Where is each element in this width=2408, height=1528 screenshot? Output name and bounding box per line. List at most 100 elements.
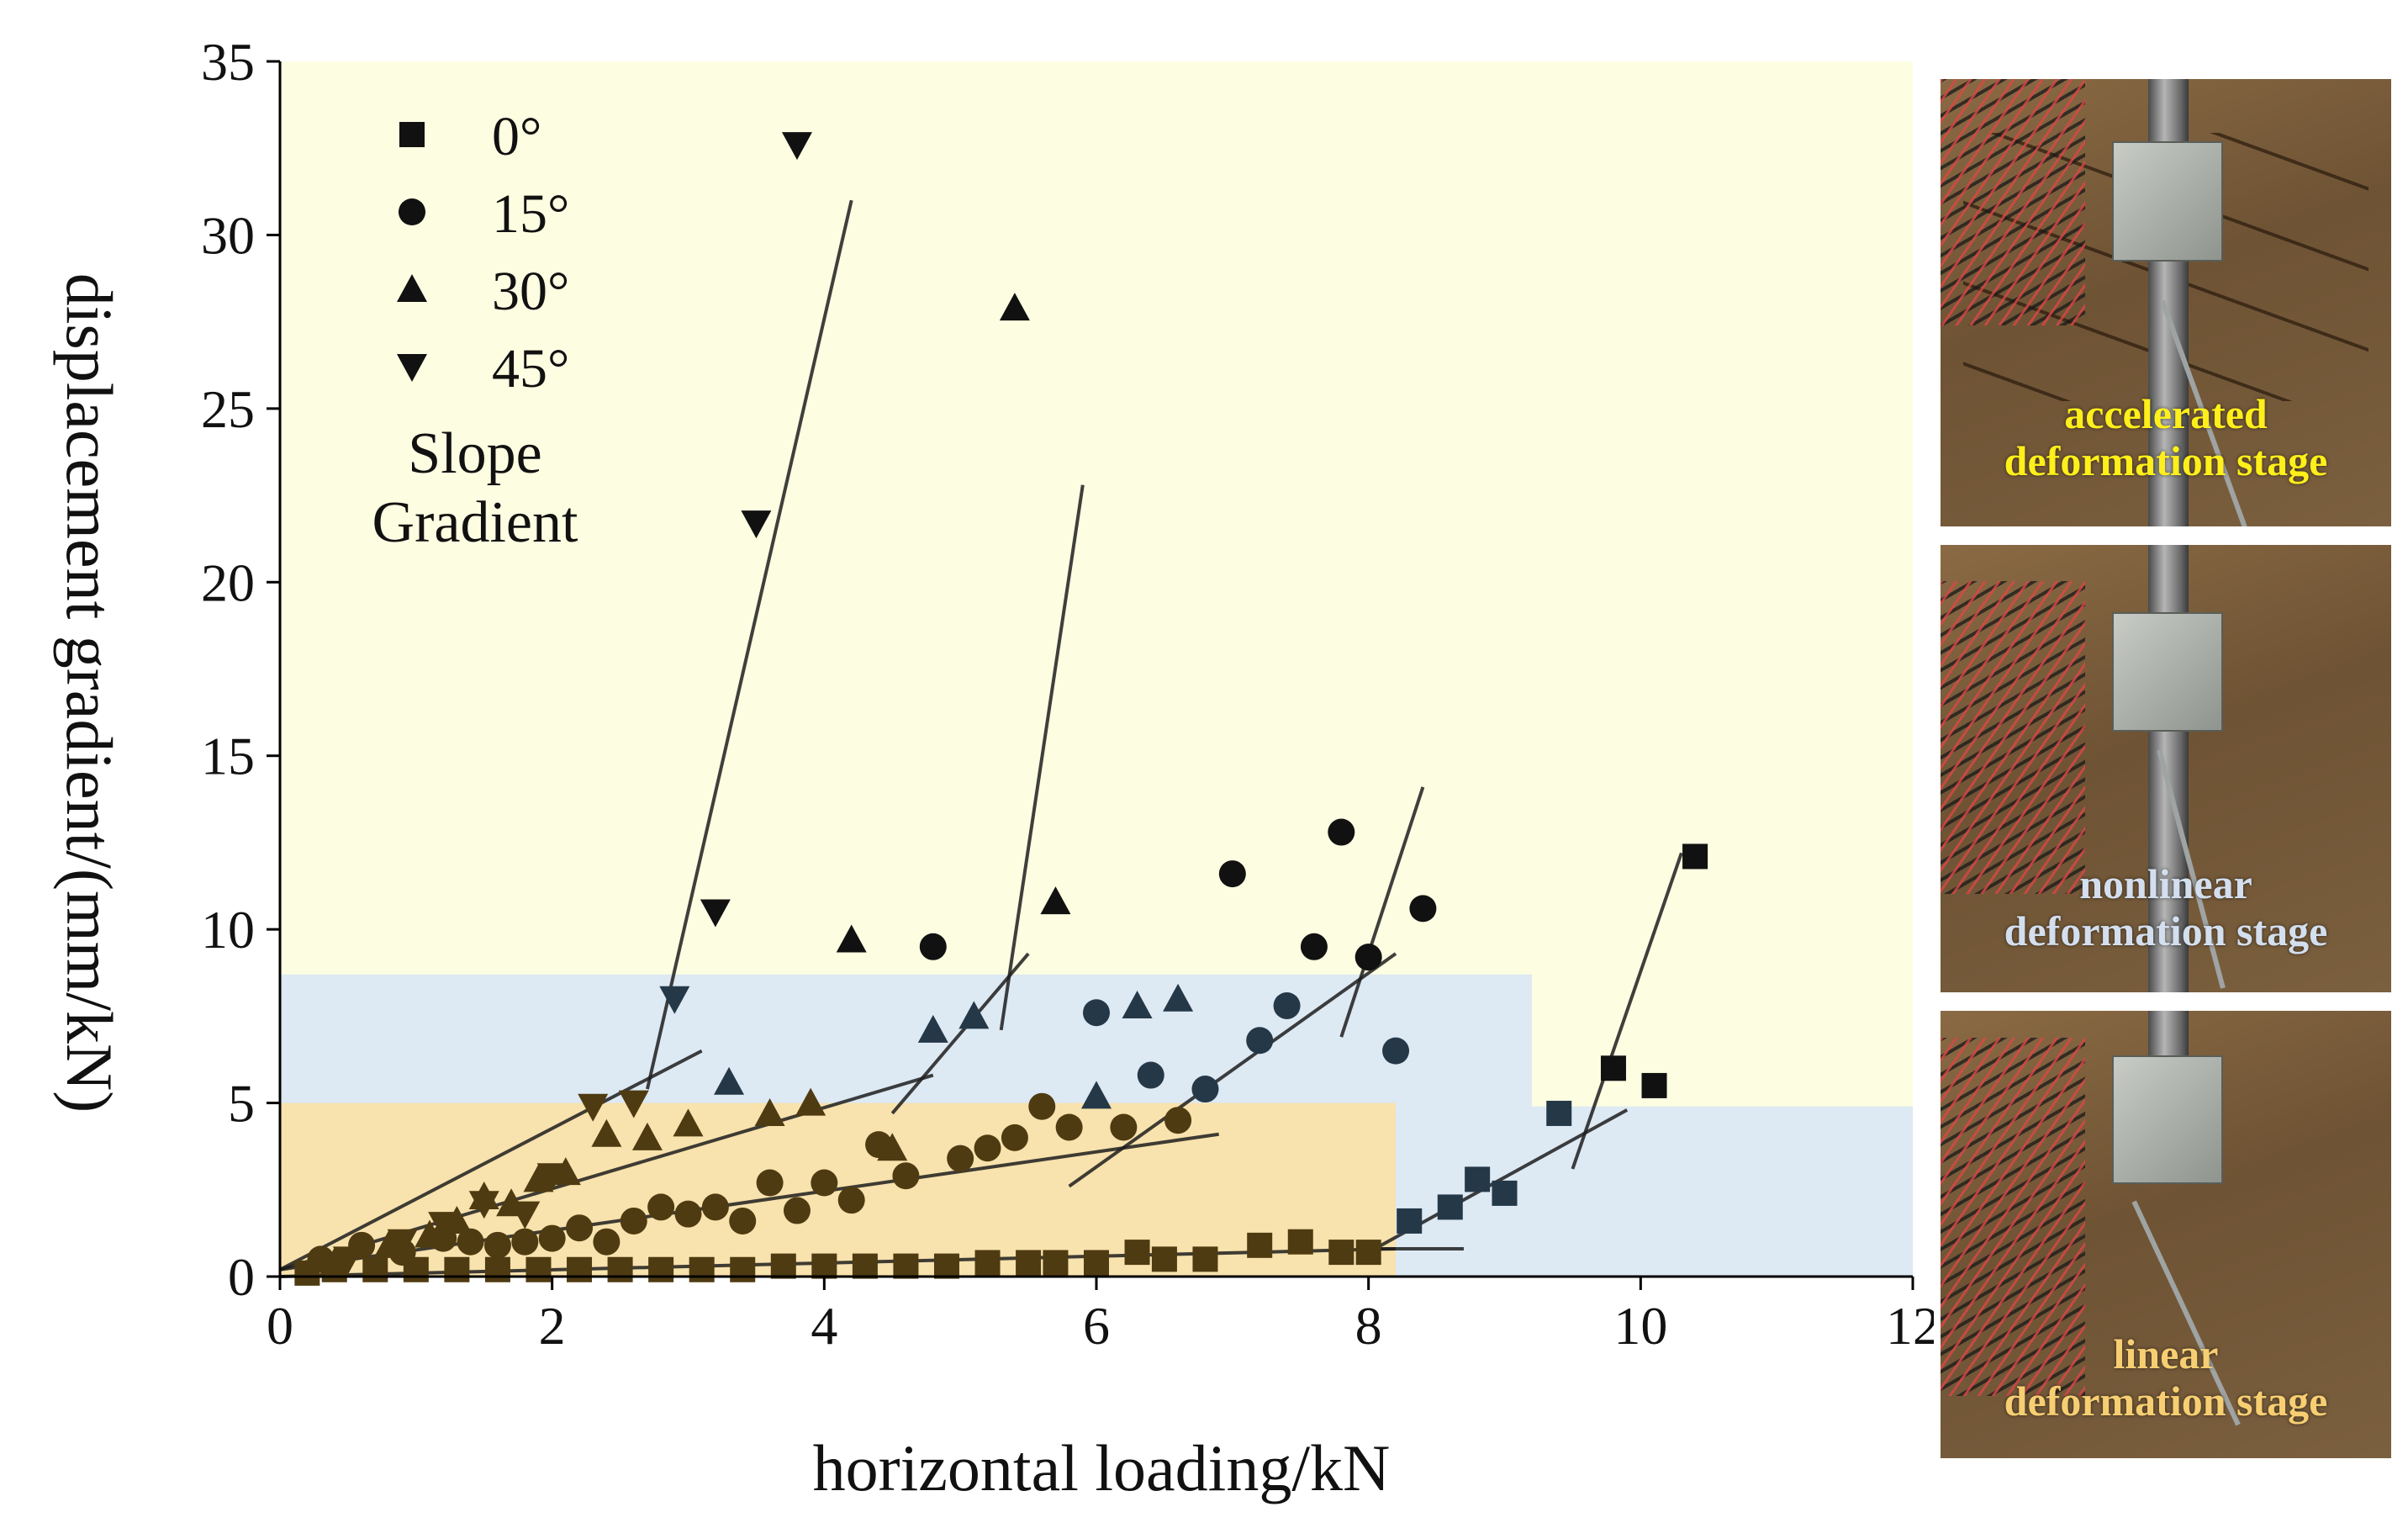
legend-title: Slope — [408, 421, 541, 486]
data-point — [1382, 1037, 1410, 1065]
data-point — [1465, 1166, 1491, 1192]
data-point — [1600, 1055, 1626, 1081]
data-point — [730, 1256, 756, 1282]
zone-nonlinear — [280, 974, 1532, 1107]
data-point — [1328, 818, 1355, 846]
x-tick-label: 10 — [1613, 1296, 1667, 1356]
deformation-zones — [280, 61, 1913, 1277]
data-point — [511, 1228, 539, 1256]
fit-line — [890, 952, 1030, 1115]
data-point — [781, 132, 812, 161]
data-point — [1300, 933, 1328, 960]
data-point — [999, 293, 1030, 321]
data-point — [1122, 990, 1153, 1018]
data-point — [1084, 1250, 1109, 1276]
data-point — [933, 1253, 959, 1279]
displacement-gradient-chart: 0 2 4 6 8 10 12 0 5 10 15 20 25 30 35 horizontal loadi… — [53, 32, 1934, 1504]
data-point — [1355, 1240, 1381, 1266]
data-point — [362, 1256, 388, 1282]
tick-labels: 0 2 4 6 8 10 12 0 5 10 15 20 25 30 35 — [201, 32, 1934, 1356]
data-point — [974, 1134, 1001, 1162]
data-point — [648, 1256, 674, 1282]
data-point — [837, 1187, 865, 1214]
data-point — [1164, 1107, 1192, 1134]
y-tick-label: 5 — [228, 1074, 255, 1134]
x-tick-label: 6 — [1083, 1296, 1110, 1356]
legend-marker — [399, 122, 425, 147]
data-point — [1137, 1061, 1164, 1089]
data-point — [415, 1219, 446, 1248]
data-point — [674, 1200, 702, 1228]
fit-line — [1571, 852, 1683, 1170]
legend-entry: 45° — [492, 338, 569, 399]
data-point — [591, 1118, 622, 1147]
x-tick-label: 12 — [1886, 1296, 1934, 1356]
y-axis-label: displacement gradient/(mm/kN) — [53, 273, 126, 1113]
data-point — [1028, 1092, 1056, 1120]
data-point — [468, 1191, 499, 1219]
data-point — [689, 1256, 715, 1282]
fit-line — [1068, 952, 1397, 1188]
data-point — [1124, 1240, 1150, 1266]
legend-entry: 30° — [492, 261, 569, 322]
data-point — [510, 1201, 541, 1229]
data-point — [811, 1169, 838, 1197]
fit-line — [999, 484, 1085, 1031]
data-point — [1191, 1076, 1219, 1103]
label-line-2: deformation stage — [2004, 437, 2328, 484]
legend-entry: 0° — [492, 106, 541, 167]
photo-label: linear deformation stage — [1941, 1330, 2391, 1425]
data-point — [578, 1093, 609, 1122]
data-point — [607, 1256, 633, 1282]
photo-accelerated-stage: accelerated deformation stage — [1941, 79, 2391, 526]
data-point — [566, 1214, 594, 1242]
data-point — [1354, 944, 1382, 971]
data-point — [457, 1228, 484, 1256]
loading-block — [2111, 141, 2224, 262]
data-point — [567, 1256, 593, 1282]
data-point — [1110, 1113, 1138, 1141]
data-point — [1001, 1124, 1028, 1151]
sensor-wires — [1941, 580, 2085, 894]
y-tick-label: 10 — [201, 900, 255, 960]
data-point — [1246, 1027, 1274, 1055]
y-tick-label: 15 — [201, 727, 255, 786]
data-point — [444, 1256, 470, 1282]
label-line-2: deformation stage — [2004, 907, 2328, 954]
legend-marker — [399, 198, 425, 225]
data-point — [795, 1087, 826, 1116]
data-point — [593, 1228, 620, 1256]
label-line-1: nonlinear — [2079, 860, 2252, 907]
legend-title: Gradient — [372, 490, 578, 555]
data-point — [618, 1090, 649, 1118]
data-point — [1641, 1072, 1667, 1098]
x-axis-label: horizontal loading/kN — [813, 1431, 1391, 1504]
data-point — [1083, 999, 1110, 1027]
data-point — [811, 1253, 837, 1279]
data-point — [1546, 1100, 1572, 1126]
x-tick-label: 0 — [267, 1296, 293, 1356]
data-point — [741, 510, 772, 539]
data-point — [1218, 860, 1246, 888]
data-point — [1273, 991, 1301, 1019]
fit-line — [646, 199, 853, 1090]
data-point — [756, 1169, 784, 1197]
y-tick-label: 35 — [201, 32, 255, 92]
data-point — [1397, 1208, 1423, 1234]
data-point — [523, 1164, 554, 1192]
y-tick-label: 30 — [201, 205, 255, 265]
data-point — [892, 1162, 920, 1190]
data-point — [877, 1133, 908, 1161]
data-point — [673, 1108, 704, 1137]
data-point — [620, 1207, 647, 1235]
data-point — [536, 1163, 568, 1192]
data-point — [659, 986, 690, 1014]
label-line-1: linear — [2113, 1330, 2219, 1377]
x-tick-label: 2 — [539, 1296, 566, 1356]
photo-linear-stage: linear deformation stage — [1941, 1011, 2391, 1458]
data-point — [917, 1014, 948, 1043]
loading-block — [2111, 1055, 2224, 1185]
data-point — [1163, 983, 1194, 1012]
data-point — [647, 1193, 675, 1221]
